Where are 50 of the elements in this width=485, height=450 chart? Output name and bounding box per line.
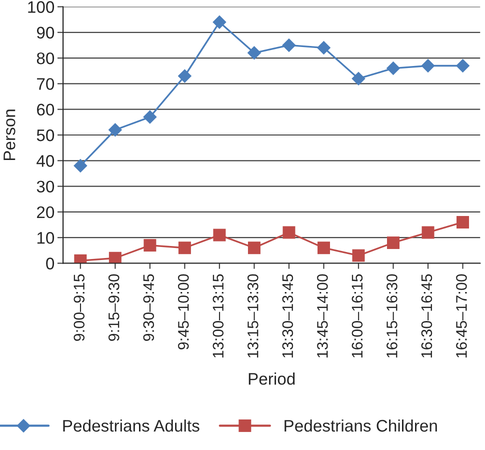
point <box>144 239 156 252</box>
point <box>456 58 470 73</box>
y-tick-label: 0 <box>46 258 54 270</box>
point <box>248 242 260 254</box>
x-tick-label: 13:00–13:15 <box>212 274 224 358</box>
x-tick-label: 9:15–9:30 <box>108 274 120 341</box>
point <box>178 242 191 254</box>
x-tick-label: 16:45–17:00 <box>456 274 467 358</box>
legend-label: Pedestrians Children <box>284 419 437 432</box>
legend-label: Pedestrians Adults <box>63 419 200 432</box>
point <box>352 249 365 262</box>
x-tick-label: 16:15–16:30 <box>386 274 398 358</box>
point <box>212 15 226 30</box>
point <box>282 38 296 52</box>
x-tick-label: 16:30–16:45 <box>421 274 432 358</box>
point <box>352 72 366 86</box>
x-tick-label: 9:00–9:15 <box>74 274 85 341</box>
point <box>74 158 88 173</box>
point <box>108 122 122 137</box>
x-tick-label: 16:00–16:15 <box>352 274 363 358</box>
y-axis-title: Person <box>4 110 16 160</box>
x-tick-label: 13:15–13:30 <box>248 274 258 358</box>
y-tick-label: 90 <box>36 26 54 39</box>
x-axis-title: Period <box>248 372 295 385</box>
x-tick-label: 13:45–14:00 <box>317 274 328 358</box>
point <box>317 242 330 254</box>
y-tick-label: 30 <box>36 180 54 193</box>
y-tick-label: 50 <box>36 129 54 142</box>
y-tick-label: 40 <box>36 155 54 167</box>
x-tick-label: 13:30–13:45 <box>282 274 294 358</box>
x-tick-label: 9:45–10:00 <box>178 274 189 350</box>
y-tick-label: 60 <box>37 104 54 116</box>
point <box>386 61 400 76</box>
point <box>213 228 226 242</box>
y-tick-label: 70 <box>37 78 54 90</box>
y-tick-label: 10 <box>37 232 54 244</box>
point <box>108 252 122 264</box>
point <box>456 216 470 228</box>
point <box>387 236 400 249</box>
point <box>178 69 192 83</box>
y-tick-label: 20 <box>37 206 54 218</box>
point <box>247 46 262 60</box>
y-tick-label: 100 <box>28 1 54 13</box>
point <box>316 40 331 55</box>
x-tick-label: 9:30–9:45 <box>143 274 154 341</box>
point <box>422 226 434 239</box>
point <box>282 226 296 239</box>
point <box>421 58 435 73</box>
point <box>143 110 157 124</box>
y-tick-label: 80 <box>36 52 54 64</box>
